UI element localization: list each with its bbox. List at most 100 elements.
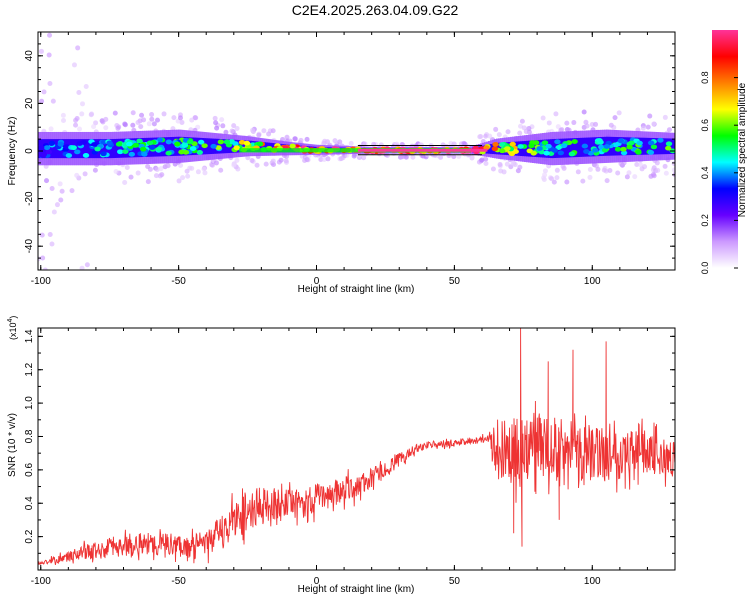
spectrogram-heatmap	[38, 32, 675, 270]
noise-blob	[154, 166, 160, 172]
band-blob	[178, 149, 185, 155]
noise-blob	[304, 136, 310, 142]
x-tick-label: -50	[171, 276, 186, 287]
noise-blob	[193, 115, 199, 121]
noise-blob	[83, 84, 89, 90]
y-tick-label: 0.6	[24, 462, 35, 476]
y-tick-label: 20	[24, 97, 35, 109]
band-mid	[664, 138, 667, 155]
band-mid	[634, 137, 637, 155]
y-tick-label: 1.4	[24, 329, 35, 343]
snr-series	[38, 328, 675, 566]
noise-blob	[504, 161, 510, 167]
noise-blob	[212, 115, 218, 121]
y-tick-label: 0.2	[24, 529, 35, 543]
colorbar-tick-label: 0.6	[700, 119, 710, 132]
noise-blob	[278, 157, 284, 163]
noise-blob	[608, 122, 614, 128]
y-tick-label: 0.4	[24, 496, 35, 510]
noise-blob	[219, 117, 225, 123]
noise-blob	[60, 112, 66, 118]
noise-blob	[74, 172, 80, 178]
band-mid	[102, 139, 105, 159]
noise-blob	[671, 167, 675, 173]
noise-blob	[607, 168, 613, 174]
band-mid	[76, 139, 79, 159]
figure-title: C2E4.2025.263.04.09.G22	[292, 2, 459, 18]
band-mid	[658, 138, 661, 155]
noise-blob	[103, 116, 109, 122]
band-mid	[578, 137, 581, 157]
band-blob	[541, 140, 549, 146]
noise-blob	[130, 122, 136, 128]
noise-blob	[618, 161, 624, 167]
noise-blob	[146, 121, 152, 127]
band-blob	[603, 144, 610, 149]
band-blob	[196, 150, 203, 155]
noise-blob	[626, 170, 632, 176]
band-mid	[534, 140, 537, 157]
x-tick-label: -100	[31, 576, 51, 587]
noise-blob	[399, 141, 405, 147]
x-tick-label: 0	[314, 276, 320, 287]
strong-line-glow	[239, 148, 471, 153]
noise-blob	[234, 157, 240, 163]
colorbar-tick-label: 0.2	[700, 214, 710, 227]
band-blob	[106, 140, 113, 146]
band-mid	[588, 137, 591, 157]
noise-blob	[542, 172, 548, 178]
noise-blob	[270, 158, 276, 164]
noise-blob	[234, 125, 240, 131]
band-mid	[260, 141, 263, 153]
noise-blob	[616, 110, 622, 116]
band-mid	[104, 139, 107, 159]
noise-blob	[245, 155, 251, 161]
spectrogram-y-axis: -40 -20 0 20 40	[24, 31, 675, 271]
band-blob	[492, 142, 499, 147]
noise-blob	[189, 165, 195, 171]
band-mid	[52, 139, 55, 159]
noise-blob	[601, 167, 607, 173]
band-blob	[155, 146, 163, 152]
noise-blob	[79, 111, 85, 117]
noise-blob	[54, 202, 60, 208]
noise-blob	[39, 232, 45, 238]
noise-blob	[564, 179, 570, 185]
noise-blob	[487, 133, 493, 139]
noise-blob	[256, 132, 262, 138]
noise-blob	[655, 167, 661, 173]
band-mid	[136, 138, 139, 158]
band-blob	[40, 151, 48, 157]
band-mid	[618, 137, 621, 156]
noise-blob	[82, 171, 88, 177]
band-blob	[628, 140, 635, 146]
band-blob	[233, 145, 240, 151]
noise-blob	[149, 116, 155, 122]
noise-blob	[122, 121, 128, 127]
band-mid	[224, 139, 227, 154]
band-mid	[50, 139, 53, 159]
noise-blob	[587, 174, 593, 180]
band-blob	[122, 149, 129, 154]
noise-blob	[266, 131, 272, 137]
noise-blob	[451, 154, 457, 160]
band-mid	[220, 139, 223, 154]
band-blob	[532, 140, 540, 146]
noise-blob	[254, 162, 260, 168]
band-mid	[646, 137, 649, 155]
band-blob	[557, 150, 565, 156]
noise-blob	[298, 137, 304, 143]
noise-blob	[615, 170, 621, 176]
noise-blob	[201, 166, 207, 172]
band-mid	[156, 137, 159, 157]
noise-blob	[612, 115, 618, 121]
band-blob	[665, 145, 672, 151]
band-blob	[636, 140, 643, 146]
snr-x-label: Height of straight line (km)	[298, 584, 415, 595]
noise-blob	[270, 128, 276, 134]
noise-blob	[523, 129, 529, 135]
band-blob	[620, 150, 628, 156]
x-tick-label: 100	[584, 576, 601, 587]
noise-blob	[564, 120, 570, 126]
band-mid	[566, 138, 569, 158]
